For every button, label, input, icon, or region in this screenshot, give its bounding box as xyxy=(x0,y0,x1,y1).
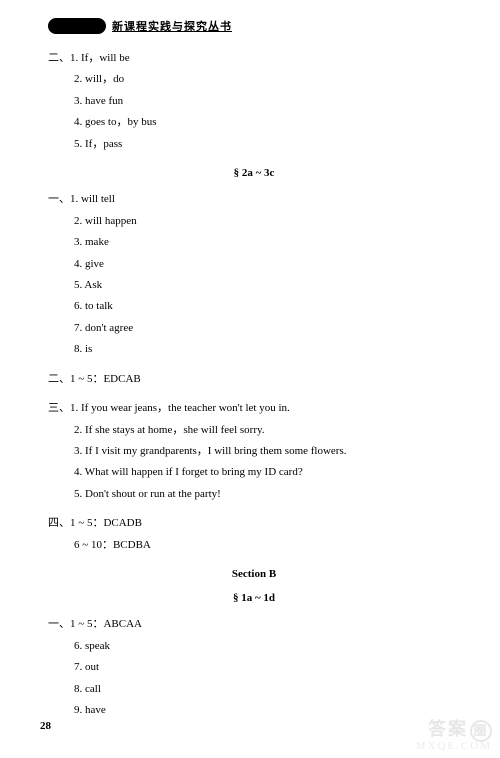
group-4-line-1: 三、1. If you wear jeans，the teacher won't… xyxy=(48,398,460,419)
group-1-item-2: 3. have fun xyxy=(48,91,460,112)
group-6-item-4: 9. have xyxy=(48,700,460,721)
group-6-item-2: 7. out xyxy=(48,657,460,678)
group-4-item-1: 2. If she stays at home，she will feel so… xyxy=(48,420,460,441)
group-1: 二、1. If，will be 2. will，do 3. have fun 4… xyxy=(48,48,460,155)
group-6-label: 一、 xyxy=(48,618,70,630)
watermark: 答案圈 MXQE.COM xyxy=(416,715,492,752)
group-6-item-0: 1 ~ 5：ABCAA xyxy=(70,618,142,630)
group-4-item-0: 1. If you wear jeans，the teacher won't l… xyxy=(70,402,290,414)
header-title: 新课程实践与探究丛书 xyxy=(112,18,232,34)
group-1-line-1: 二、1. If，will be xyxy=(48,48,460,69)
group-5-label: 四、 xyxy=(48,517,70,529)
page-number: 28 xyxy=(40,720,51,732)
group-4-item-4: 5. Don't shout or run at the party! xyxy=(48,484,460,505)
group-2-item-5: 6. to talk xyxy=(48,296,460,317)
group-2-item-6: 7. don't agree xyxy=(48,318,460,339)
group-1-item-4: 5. If，pass xyxy=(48,134,460,155)
group-2-item-3: 4. give xyxy=(48,254,460,275)
group-3-line-1: 二、1 ~ 5：EDCAB xyxy=(48,369,460,390)
group-2-item-4: 5. Ask xyxy=(48,275,460,296)
group-2: 一、1. will tell 2. will happen 3. make 4.… xyxy=(48,189,460,361)
page-content: 新课程实践与探究丛书 二、1. If，will be 2. will，do 3.… xyxy=(0,0,500,721)
section-heading-3: § 1a ~ 1d xyxy=(48,592,460,604)
group-2-item-1: 2. will happen xyxy=(48,211,460,232)
group-6-item-3: 8. call xyxy=(48,679,460,700)
watermark-top: 答案圈 xyxy=(416,715,492,742)
group-6: 一、1 ~ 5：ABCAA 6. speak 7. out 8. call 9.… xyxy=(48,614,460,721)
group-4-item-2: 3. If I visit my grandparents，I will bri… xyxy=(48,441,460,462)
group-2-label: 一、 xyxy=(48,193,70,205)
group-4: 三、1. If you wear jeans，the teacher won't… xyxy=(48,398,460,505)
group-3-label: 二、 xyxy=(48,373,70,385)
group-5-item-0: 1 ~ 5：DCADB xyxy=(70,517,142,529)
group-4-label: 三、 xyxy=(48,402,70,414)
group-5-item-1: 6 ~ 10：BCDBA xyxy=(48,535,460,556)
group-3-item-0: 1 ~ 5：EDCAB xyxy=(70,373,141,385)
group-6-item-1: 6. speak xyxy=(48,636,460,657)
group-1-label: 二、 xyxy=(48,52,70,64)
watermark-bottom: MXQE.COM xyxy=(416,740,492,752)
group-3: 二、1 ~ 5：EDCAB xyxy=(48,369,460,390)
watermark-text: 答案 xyxy=(428,719,468,739)
group-1-item-0: 1. If，will be xyxy=(70,52,130,64)
watermark-circle: 圈 xyxy=(470,720,492,742)
group-1-item-3: 4. goes to，by bus xyxy=(48,112,460,133)
group-4-item-3: 4. What will happen if I forget to bring… xyxy=(48,462,460,483)
group-2-item-0: 1. will tell xyxy=(70,193,115,205)
group-1-item-1: 2. will，do xyxy=(48,69,460,90)
header-bar: 新课程实践与探究丛书 xyxy=(48,18,460,34)
group-2-item-2: 3. make xyxy=(48,232,460,253)
group-5-line-1: 四、1 ~ 5：DCADB xyxy=(48,513,460,534)
group-2-item-7: 8. is xyxy=(48,339,460,360)
section-heading-1: § 2a ~ 3c xyxy=(48,167,460,179)
group-5: 四、1 ~ 5：DCADB 6 ~ 10：BCDBA xyxy=(48,513,460,556)
section-heading-2: Section B xyxy=(48,568,460,580)
group-6-line-1: 一、1 ~ 5：ABCAA xyxy=(48,614,460,635)
group-2-line-1: 一、1. will tell xyxy=(48,189,460,210)
header-pill xyxy=(48,18,106,34)
